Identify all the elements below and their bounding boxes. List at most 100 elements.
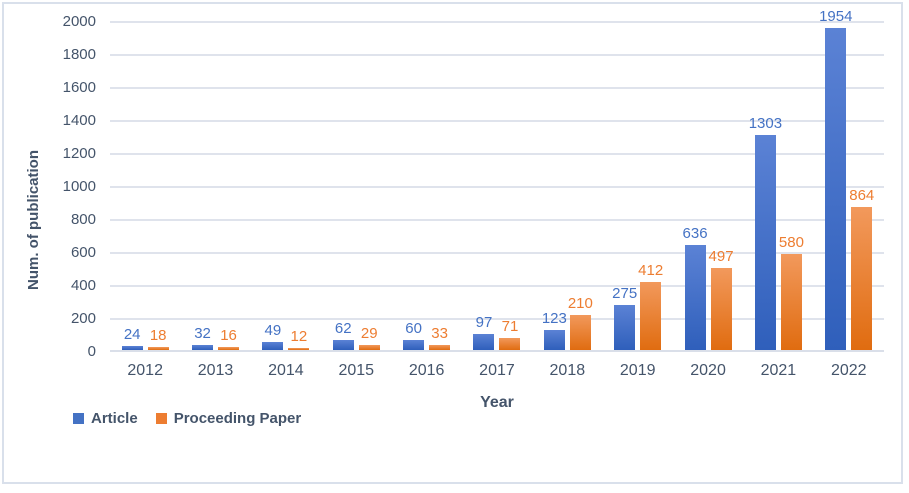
gridline	[110, 285, 884, 287]
bar-group: 24 18	[110, 22, 180, 350]
article-bar	[543, 329, 565, 350]
legend-item-article: Article	[73, 410, 138, 427]
gridline	[110, 21, 884, 23]
x-tick-label: 2014	[268, 362, 304, 379]
proceeding-paper-bar-wrap: 12	[288, 22, 310, 350]
article-bar-wrap: 62	[332, 22, 354, 350]
x-tick-label: 2019	[619, 362, 656, 379]
proceeding-paper-bar-wrap: 864	[849, 22, 875, 350]
article-bar-value-label: 62	[334, 319, 352, 337]
proceeding-paper-bar	[569, 315, 591, 350]
article-bar-wrap: 1954	[819, 8, 852, 350]
bar-group: 275 412	[603, 22, 673, 350]
y-tick-label: 1000	[62, 178, 96, 195]
article-bar-wrap: 1303	[749, 22, 782, 350]
article-bar	[825, 27, 847, 350]
article-bar-value-label: 1303	[748, 115, 783, 133]
proceeding-paper-bar	[851, 207, 873, 350]
bar-group: 49 12	[251, 22, 321, 350]
bar-group: 97 71	[462, 22, 532, 350]
article-bar	[614, 304, 636, 350]
proceeding-paper-bar-wrap: 71	[499, 22, 521, 350]
proceeding-paper-bar-wrap: 18	[147, 22, 169, 350]
proceeding-paper-bar-wrap: 580	[779, 22, 804, 350]
proceeding-paper-bar-wrap: 16	[218, 22, 240, 350]
bar-group: 32 16	[180, 22, 250, 350]
article-bar	[684, 245, 706, 350]
gridline	[110, 318, 884, 320]
bar-group: 1954 864	[814, 8, 884, 350]
y-tick-label: 600	[70, 244, 96, 261]
gridline	[110, 186, 884, 188]
article-bar-value-label: 49	[264, 321, 282, 339]
y-tick-label: 400	[70, 277, 96, 294]
article-bar	[192, 344, 214, 350]
bar-group: 62 29	[321, 22, 391, 350]
legend-label: Article	[91, 410, 138, 427]
y-tick-label: 2000	[62, 13, 96, 30]
proceeding-paper-bar-wrap: 497	[708, 22, 734, 350]
proceeding-paper-bar	[218, 347, 240, 350]
x-axis-title: Year	[480, 394, 514, 411]
proceeding-paper-bar-wrap: 210	[567, 22, 593, 350]
proceeding-paper-bar	[147, 347, 169, 350]
gridline	[110, 54, 884, 56]
gridline	[110, 153, 884, 155]
article-bar	[121, 346, 143, 350]
proceeding-paper-bar-value-label: 864	[849, 187, 875, 205]
legend-label: Proceeding Paper	[173, 410, 302, 427]
proceeding-paper-bar-value-label: 210	[567, 295, 593, 313]
proceeding-paper-bar-value-label: 71	[501, 318, 519, 336]
y-tick-label: 1800	[62, 46, 96, 63]
x-tick-label: 2018	[549, 362, 586, 379]
proceeding-paper-bar-value-label: 497	[708, 248, 734, 265]
article-bar	[754, 135, 776, 350]
proceeding-paper-bar	[429, 344, 451, 350]
proceeding-paper-bar	[499, 338, 521, 350]
x-tick-label: 2017	[479, 362, 515, 379]
article-bar	[473, 334, 495, 350]
proceeding-paper-bar-value-label: 18	[149, 327, 167, 345]
y-tick-label: 0	[87, 343, 96, 360]
y-tick-label: 800	[70, 211, 96, 228]
article-bar	[403, 340, 425, 350]
proceeding-paper-bar-value-label: 12	[290, 328, 308, 346]
plot-area: 24 18 32 16 49 12 62 29 60 33 97 71 123 210 275 412 636 4…	[110, 8, 884, 352]
bar-group: 636 497	[673, 22, 743, 350]
article-bar-value-label: 97	[475, 314, 493, 331]
bar-group: 60 33	[391, 22, 461, 350]
proceeding-paper-bar-wrap: 412	[638, 22, 664, 350]
gridline	[110, 219, 884, 221]
gridline	[110, 252, 884, 254]
bar-group: 1303 580	[743, 22, 813, 350]
article-bar-wrap: 123	[541, 22, 567, 350]
article-bar-value-label: 32	[194, 324, 211, 342]
x-tick-label: 2012	[127, 362, 163, 379]
x-tick-label: 2022	[830, 362, 867, 379]
x-axis-ticks: 2012 2013 2014 2015 2016 2017 2018 2019 2020 2021…	[110, 362, 884, 380]
article-bar-value-label: 636	[682, 225, 708, 243]
legend: Article Proceeding Paper	[73, 410, 301, 427]
bar-groups: 24 18 32 16 49 12 62 29 60 33 97 71 123 210 275 412 636 4…	[110, 8, 884, 350]
proceeding-paper-bar-wrap: 33	[429, 22, 451, 350]
y-tick-label: 1400	[62, 112, 96, 129]
article-bar-value-label: 1954	[819, 7, 853, 25]
article-bar	[332, 339, 354, 350]
article-bar-wrap: 275	[612, 22, 637, 350]
x-tick-label: 2020	[690, 362, 726, 379]
proceeding-paper-bar	[780, 254, 802, 350]
article-bar-wrap: 49	[262, 22, 284, 350]
article-bar-wrap: 97	[473, 22, 495, 350]
article-bar-wrap: 24	[121, 22, 143, 350]
article-bar-wrap: 32	[192, 22, 214, 350]
proceeding-paper-bar-value-label: 33	[431, 324, 448, 342]
bar-group: 123 210	[532, 22, 602, 350]
x-tick-label: 2015	[338, 362, 375, 379]
proceeding-paper-bar	[640, 282, 662, 350]
article-bar-wrap: 60	[403, 22, 425, 350]
article-bar-wrap: 636	[682, 22, 708, 350]
proceeding-paper-bar-value-label: 412	[638, 262, 664, 280]
article-bar-value-label: 123	[541, 309, 567, 327]
proceeding-paper-bar-value-label: 16	[220, 327, 237, 345]
